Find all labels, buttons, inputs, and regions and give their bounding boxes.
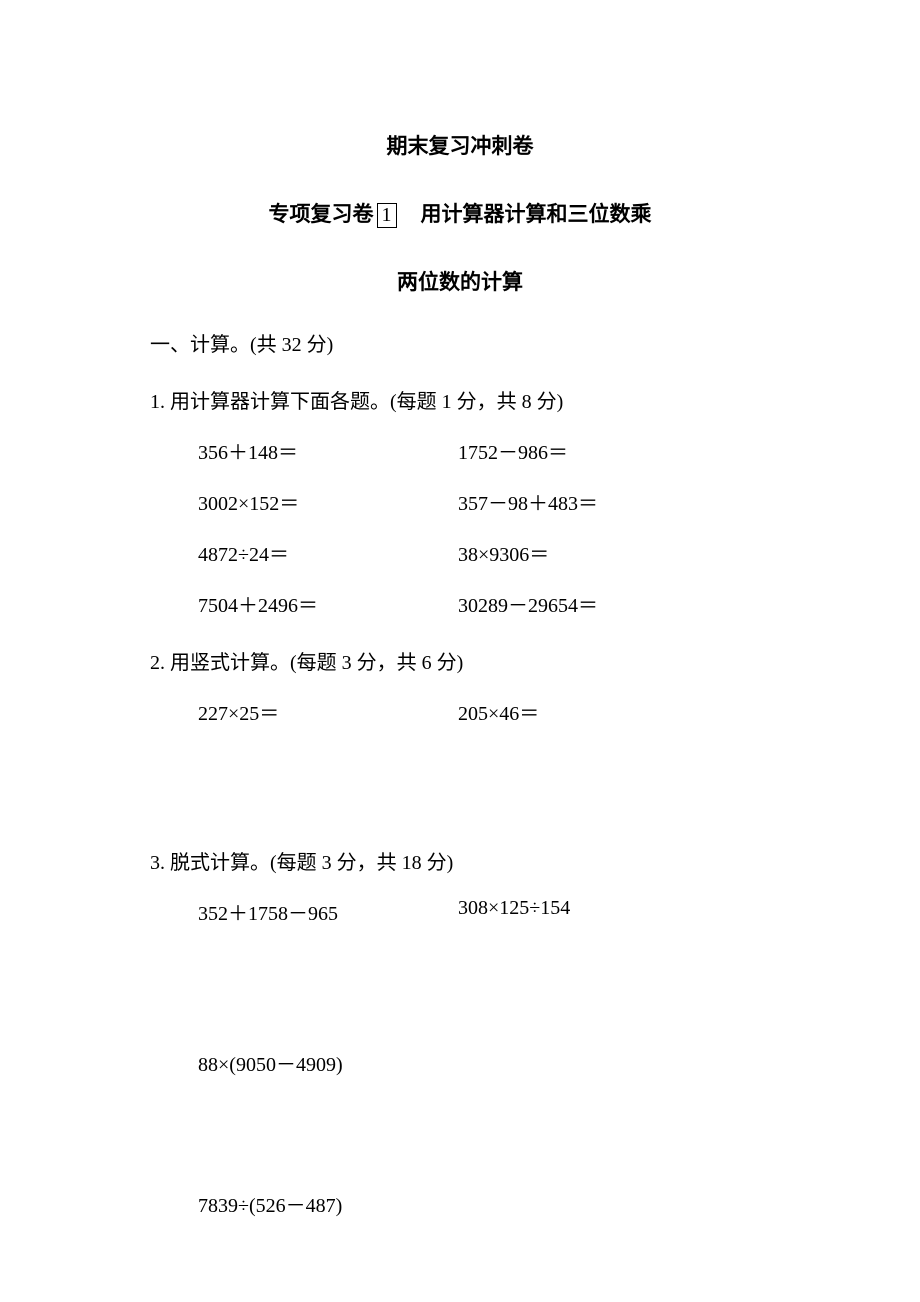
q2-heading: 2. 用竖式计算。(每题 3 分，共 6 分) (150, 646, 770, 675)
q1-row-3: 4872÷24＝ 38×9306＝ (150, 538, 770, 567)
q3-row-1-left: 352＋1758－965 (198, 897, 458, 926)
q3-row-2-left: 88×(9050－4909) (198, 1048, 458, 1077)
sub-title-1: 专项复习卷1 用计算器计算和三位数乘 (150, 198, 770, 228)
q2-group: 2. 用竖式计算。(每题 3 分，共 6 分) 227×25＝ 205×46＝ (150, 646, 770, 726)
section-1-heading: 一、计算。(共 32 分) (150, 328, 770, 357)
spacer (150, 948, 770, 1048)
sub-title-prefix: 专项复习卷 (269, 202, 374, 226)
q1-row-2-right: 357－98＋483＝ (458, 487, 770, 516)
main-title: 期末复习冲刺卷 (150, 130, 770, 160)
q1-row-3-left: 4872÷24＝ (198, 538, 458, 567)
sub-title-number-box: 1 (377, 203, 397, 228)
q2-row-1-right: 205×46＝ (458, 697, 770, 726)
q3-row-2: 88×(9050－4909) (150, 1048, 770, 1077)
q1-row-4-right: 30289－29654＝ (458, 589, 770, 618)
q1-row-4-left: 7504＋2496＝ (198, 589, 458, 618)
q2-row-1-left: 227×25＝ (198, 697, 458, 726)
q3-row-1: 352＋1758－965 308×125÷154 (150, 897, 770, 926)
q1-row-1-left: 356＋148＝ (198, 436, 458, 465)
q1-row-2: 3002×152＝ 357－98＋483＝ (150, 487, 770, 516)
q3-row-1-right: 308×125÷154 (458, 897, 770, 926)
sub-title-2: 两位数的计算 (150, 266, 770, 296)
q3-row-3-left: 7839÷(526－487) (198, 1189, 458, 1218)
q1-row-1: 356＋148＝ 1752－986＝ (150, 436, 770, 465)
q3-heading: 3. 脱式计算。(每题 3 分，共 18 分) (150, 846, 770, 875)
q1-heading: 1. 用计算器计算下面各题。(每题 1 分，共 8 分) (150, 385, 770, 414)
q3-row-3: 7839÷(526－487) (150, 1189, 770, 1218)
spacer (150, 1099, 770, 1189)
q1-row-1-right: 1752－986＝ (458, 436, 770, 465)
q3-group: 3. 脱式计算。(每题 3 分，共 18 分) 352＋1758－965 308… (150, 846, 770, 1218)
sub-title-suffix: 用计算器计算和三位数乘 (421, 202, 652, 226)
q1-row-3-right: 38×9306＝ (458, 538, 770, 567)
q2-row-1: 227×25＝ 205×46＝ (150, 697, 770, 726)
q1-row-4: 7504＋2496＝ 30289－29654＝ (150, 589, 770, 618)
q1-row-2-left: 3002×152＝ (198, 487, 458, 516)
